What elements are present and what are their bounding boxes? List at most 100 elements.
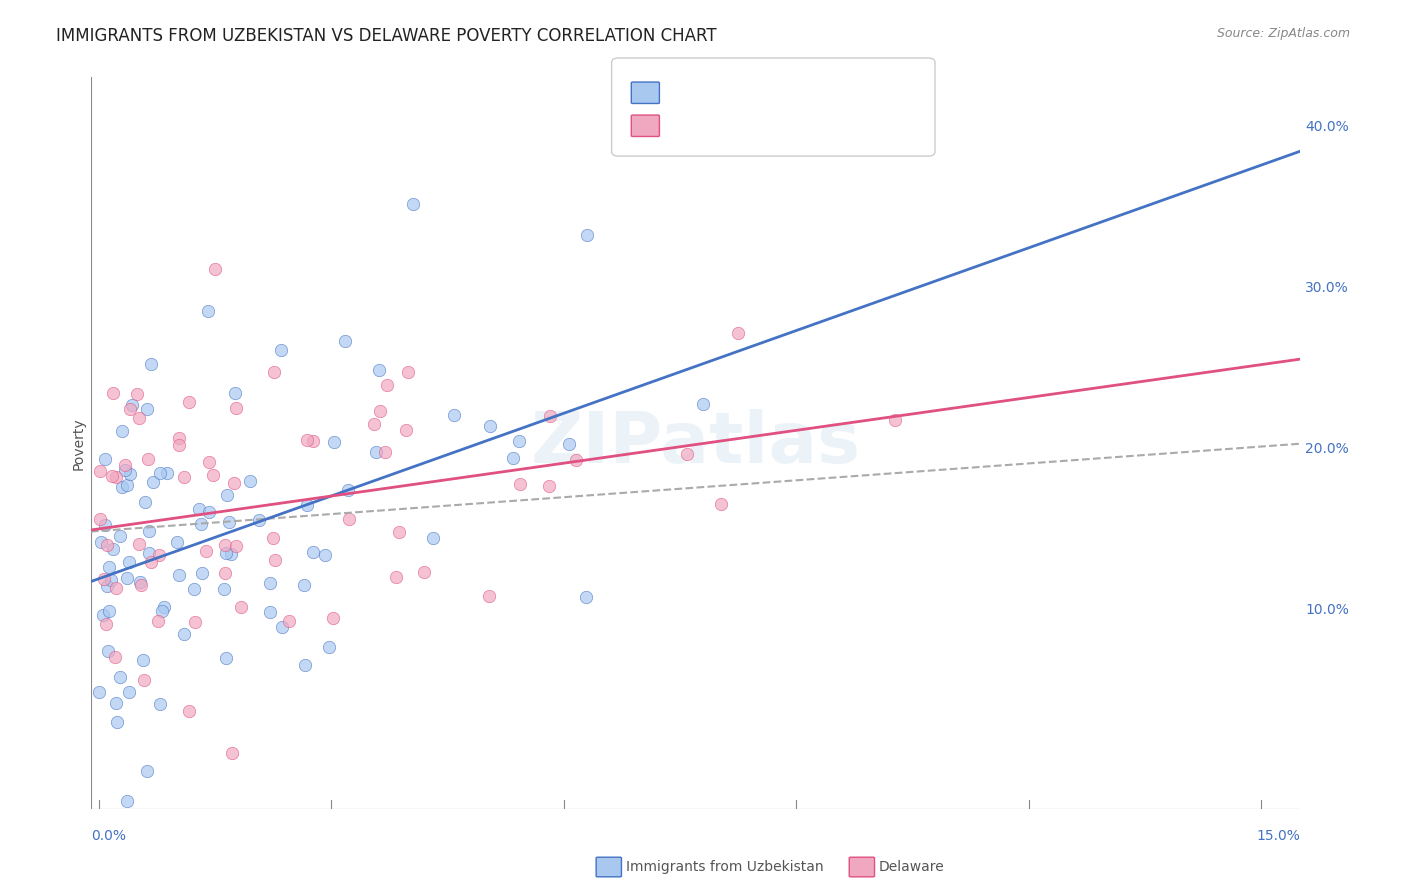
Point <box>388 524 411 539</box>
Point <box>368 363 391 377</box>
Point <box>135 764 157 778</box>
Point <box>270 343 292 357</box>
Text: R = 0.032: R = 0.032 <box>665 85 748 99</box>
Text: R = 0.092: R = 0.092 <box>665 118 748 132</box>
Point <box>259 576 281 591</box>
Point <box>229 600 252 615</box>
Point <box>105 715 128 730</box>
Point <box>323 435 346 450</box>
Point <box>149 698 172 712</box>
Point <box>224 476 246 491</box>
Point <box>337 512 360 526</box>
Point <box>198 505 221 519</box>
Point <box>111 424 134 438</box>
Point <box>134 495 156 509</box>
Point <box>194 543 217 558</box>
Point <box>225 401 247 415</box>
Point <box>190 517 212 532</box>
Point <box>385 570 408 584</box>
Point <box>134 673 156 687</box>
Point <box>89 685 111 699</box>
Point <box>478 419 501 434</box>
Point <box>215 651 238 665</box>
Point <box>115 571 138 585</box>
Point <box>215 546 238 560</box>
Point <box>225 539 247 553</box>
Point <box>271 620 294 634</box>
Point <box>277 615 299 629</box>
Point <box>89 512 111 526</box>
Point <box>333 334 356 348</box>
Text: N = 82: N = 82 <box>801 85 859 99</box>
Point <box>239 475 262 489</box>
Point <box>214 566 236 580</box>
Point <box>259 606 281 620</box>
Point <box>292 578 315 592</box>
Point <box>184 615 207 629</box>
Point <box>368 403 391 417</box>
Point <box>221 746 243 760</box>
Point <box>214 538 236 552</box>
Point <box>509 476 531 491</box>
Point <box>575 590 598 604</box>
Point <box>90 535 112 549</box>
Point <box>576 227 599 242</box>
Point <box>565 453 588 467</box>
Point <box>374 444 396 458</box>
Point <box>108 670 131 684</box>
Point <box>94 518 117 533</box>
Point <box>104 650 127 665</box>
Point <box>219 547 242 561</box>
Text: 15.0%: 15.0% <box>1256 829 1301 843</box>
Point <box>93 608 115 623</box>
Point <box>478 589 501 603</box>
Point <box>692 397 714 411</box>
Point <box>502 450 524 465</box>
Text: Immigrants from Uzbekistan: Immigrants from Uzbekistan <box>626 860 824 874</box>
Point <box>89 464 111 478</box>
Point <box>396 365 419 379</box>
Point <box>148 548 170 562</box>
Point <box>118 685 141 699</box>
Point <box>197 303 219 318</box>
Point <box>538 409 561 424</box>
Point <box>169 568 191 582</box>
Point <box>97 644 120 658</box>
Text: Source: ZipAtlas.com: Source: ZipAtlas.com <box>1216 27 1350 40</box>
Point <box>96 579 118 593</box>
Point <box>558 436 581 450</box>
Point <box>104 470 127 484</box>
Point <box>132 652 155 666</box>
Point <box>98 559 121 574</box>
Point <box>115 794 138 808</box>
Point <box>139 555 162 569</box>
Point <box>727 326 749 340</box>
Point <box>121 398 143 412</box>
Point <box>263 365 285 379</box>
Point <box>98 604 121 618</box>
Point <box>247 513 270 527</box>
Point <box>142 475 165 489</box>
Point <box>363 417 385 432</box>
Point <box>156 466 179 480</box>
Y-axis label: Poverty: Poverty <box>72 417 86 469</box>
Text: Delaware: Delaware <box>879 860 945 874</box>
Point <box>224 385 246 400</box>
Text: 0.0%: 0.0% <box>91 829 125 843</box>
Point <box>322 610 344 624</box>
Point <box>96 538 118 552</box>
Point <box>169 431 191 445</box>
Point <box>177 395 200 409</box>
Point <box>710 498 733 512</box>
Point <box>402 197 425 211</box>
Point <box>153 599 176 614</box>
Point <box>118 402 141 417</box>
Point <box>377 378 399 392</box>
Point <box>508 434 530 449</box>
Point <box>115 477 138 491</box>
Point <box>262 531 284 545</box>
Point <box>336 483 359 498</box>
Point <box>538 479 561 493</box>
Point <box>93 572 115 586</box>
Point <box>146 615 169 629</box>
